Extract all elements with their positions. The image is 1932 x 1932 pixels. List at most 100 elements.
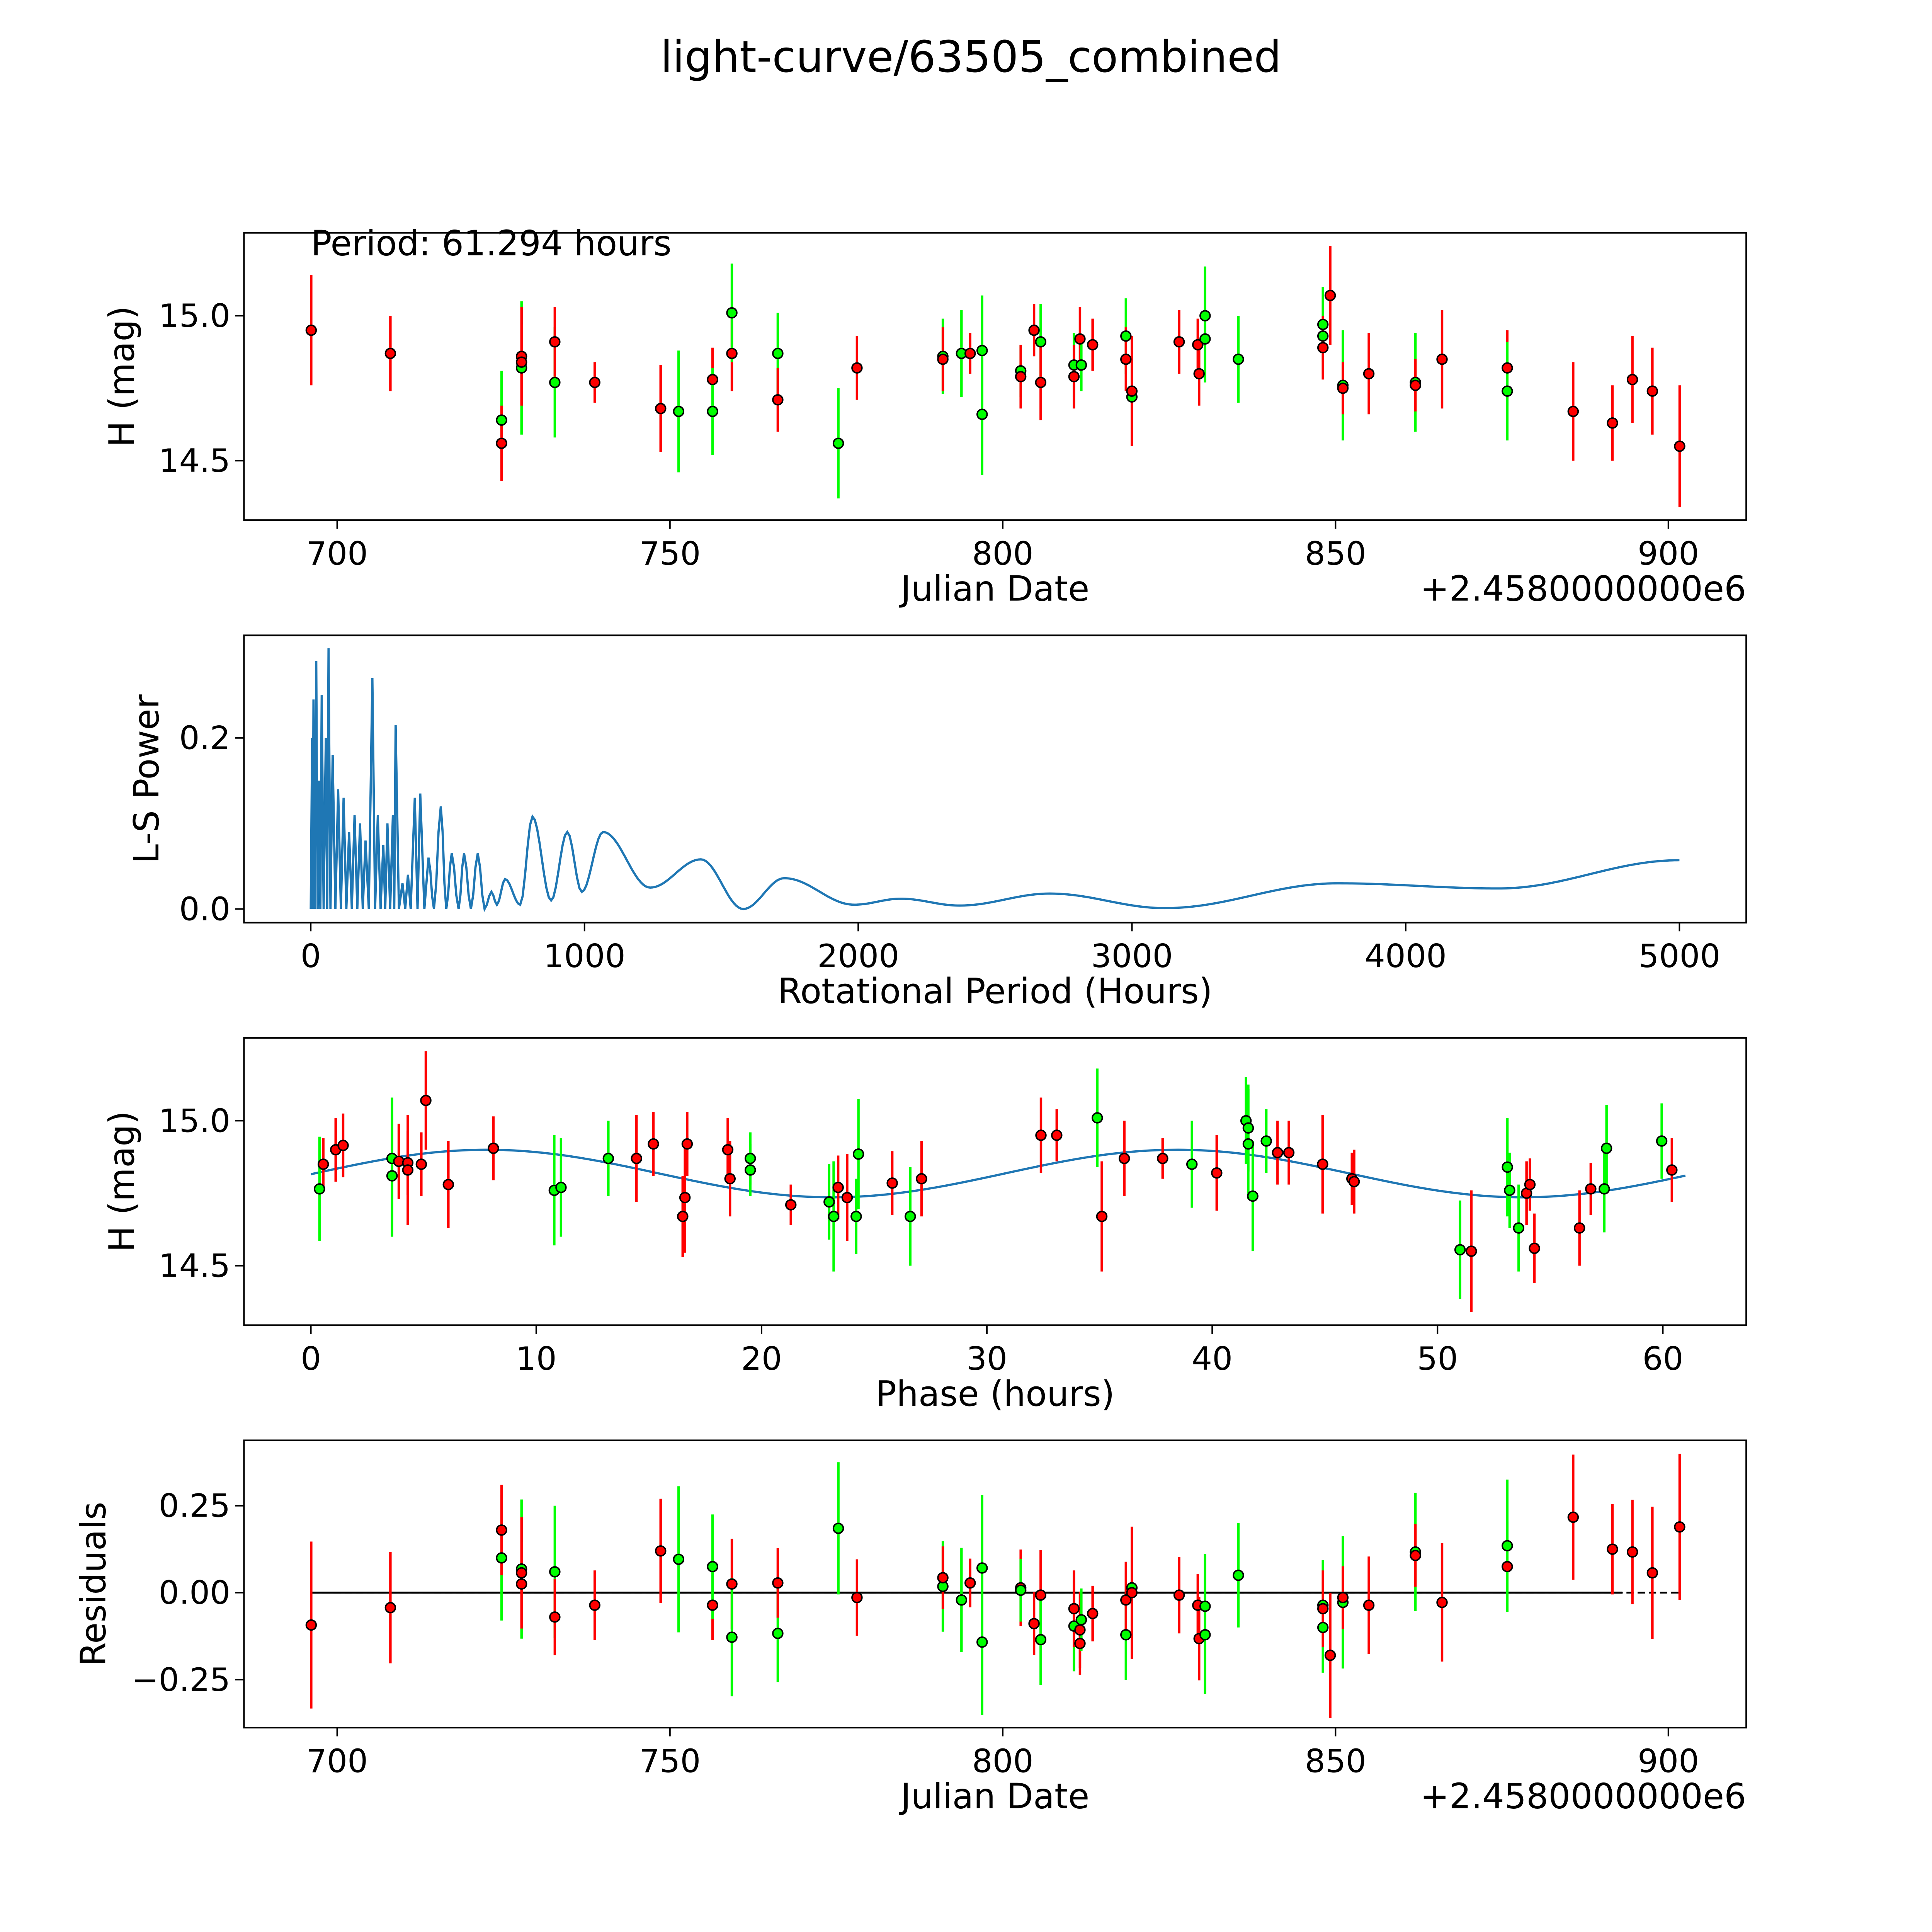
red-data-point [726, 347, 738, 359]
red-data-point [1502, 1561, 1513, 1573]
red-data-point [549, 1611, 561, 1623]
x-axis-label: Phase (hours) [876, 1374, 1115, 1414]
red-data-point [1074, 1638, 1086, 1650]
red-data-point [415, 1158, 427, 1170]
red-data-point [549, 336, 561, 348]
red-data-point [589, 376, 600, 388]
green-data-point [1199, 1600, 1211, 1612]
axes-frame [243, 634, 1747, 923]
period-annotation: Period: 61.294 hours [311, 223, 671, 264]
red-data-point [1193, 368, 1205, 379]
green-data-point [496, 1552, 507, 1564]
green-data-point [1513, 1222, 1524, 1234]
x-tick-label: 800 [972, 535, 1034, 573]
red-data-point [1363, 368, 1375, 379]
red-data-point [1567, 406, 1579, 417]
red-data-point [1317, 342, 1329, 354]
red-data-point [785, 1199, 797, 1211]
red-data-point [726, 1578, 738, 1590]
green-data-point [1233, 353, 1244, 365]
red-data-point [393, 1155, 405, 1167]
red-data-point [1035, 1129, 1047, 1141]
red-data-point [1436, 353, 1448, 365]
red-data-point [631, 1153, 642, 1164]
red-data-point [1157, 1153, 1168, 1164]
red-data-point [832, 1182, 844, 1193]
green-data-point [823, 1196, 835, 1208]
green-data-point [549, 376, 561, 388]
red-data-point [1410, 1549, 1421, 1561]
red-data-point [707, 374, 718, 385]
y-tick-label: 0.2 [179, 719, 231, 757]
green-data-point [852, 1148, 864, 1160]
red-data-point [420, 1095, 432, 1106]
green-data-point [1317, 1622, 1329, 1633]
red-data-point [402, 1164, 414, 1176]
red-data-point [317, 1158, 329, 1170]
y-tick-label: 0.00 [159, 1574, 231, 1612]
x-tick-label: 40 [1192, 1340, 1233, 1378]
green-data-point [673, 1553, 684, 1565]
red-data-point [305, 1619, 317, 1631]
y-tick-label: 0.0 [179, 890, 231, 928]
x-offset-text: +2.4580000000e6 [1420, 569, 1746, 609]
red-data-point [1585, 1183, 1597, 1195]
red-data-point [1120, 1594, 1132, 1606]
green-data-point [976, 1636, 988, 1648]
green-data-point [1233, 1570, 1244, 1581]
red-data-point [1087, 339, 1099, 350]
red-data-point [1068, 1603, 1080, 1615]
axes-frame [243, 232, 1747, 521]
red-data-point [1028, 324, 1040, 336]
red-data-point [1074, 1624, 1086, 1636]
fit-curve [311, 1148, 1686, 1199]
green-data-point [1502, 1540, 1513, 1552]
red-data-point [707, 1599, 718, 1611]
green-data-point [1120, 330, 1132, 342]
y-tick-label: 15.0 [159, 297, 231, 335]
green-data-point [828, 1211, 840, 1222]
red-data-point [1502, 362, 1513, 374]
red-data-point [384, 1602, 396, 1614]
green-data-point [905, 1211, 916, 1222]
red-data-point [1646, 1567, 1658, 1579]
red-data-point [1466, 1245, 1477, 1257]
red-data-point [1573, 1222, 1585, 1234]
green-data-point [744, 1153, 756, 1164]
red-data-point [1646, 385, 1658, 397]
red-data-point [1410, 379, 1421, 391]
x-tick-label: 850 [1305, 1743, 1366, 1780]
red-data-point [488, 1143, 499, 1154]
red-data-point [1035, 376, 1047, 388]
red-data-point [1272, 1147, 1284, 1158]
green-data-point [832, 437, 844, 449]
y-tick-label: 14.5 [159, 442, 231, 480]
red-data-point [1317, 1158, 1328, 1170]
red-data-point [964, 1577, 976, 1589]
green-data-point [772, 1628, 784, 1639]
x-tick-label: 3000 [1091, 937, 1173, 975]
green-data-point [744, 1164, 756, 1176]
red-data-point [841, 1192, 853, 1204]
green-data-point [1504, 1184, 1515, 1196]
red-data-point [772, 1577, 784, 1589]
red-data-point [1035, 1589, 1047, 1601]
red-data-point [1074, 333, 1086, 345]
red-data-point [937, 353, 949, 365]
y-tick-label: 15.0 [159, 1102, 231, 1139]
green-data-point [1599, 1183, 1610, 1195]
x-tick-label: 850 [1305, 535, 1366, 573]
green-data-point [496, 414, 507, 426]
red-data-point [851, 1592, 863, 1604]
red-data-point [1192, 339, 1204, 350]
green-data-point [386, 1170, 398, 1182]
red-data-point [1087, 1608, 1099, 1619]
red-data-point [1337, 1592, 1349, 1604]
y-axis-label: L-S Power [127, 694, 167, 864]
light-curve-panel: 700 750 800 850 900 14.5 15.0 Julian Date H (mag… [102, 232, 1747, 609]
red-data-point [1524, 1179, 1536, 1190]
green-data-point [976, 1562, 988, 1574]
x-tick-label: 800 [972, 1743, 1034, 1780]
axes-frame [243, 1037, 1747, 1326]
